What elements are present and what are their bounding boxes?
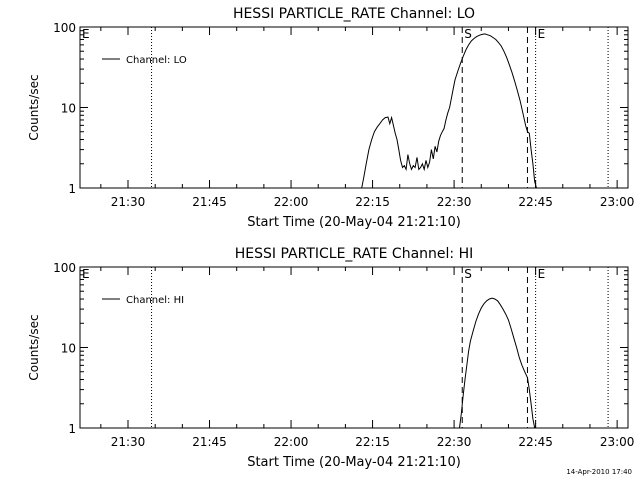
series-line [361, 33, 537, 189]
panel-lo-chart: HESSI PARTICLE_RATE Channel: LO Counts/se… [27, 6, 634, 230]
x-tick-label: 22:30 [437, 195, 472, 209]
y-tick-label: 100 [53, 261, 76, 275]
y-tick-label: 1 [68, 182, 76, 196]
marker-label: E [538, 27, 546, 41]
marker-label: S [464, 27, 472, 41]
y-tick-label: 10 [61, 342, 76, 356]
x-tick-label: 23:00 [600, 195, 635, 209]
x-axis-label: Start Time (20-May-04 21:21:10) [247, 215, 461, 230]
x-tick-label: 21:45 [192, 195, 227, 209]
chart-title: HESSI PARTICLE_RATE Channel: LO [233, 6, 475, 22]
x-tick-label: 22:30 [437, 435, 472, 449]
x-tick-label: 22:45 [518, 435, 553, 449]
x-tick-label: 21:30 [111, 195, 146, 209]
marker-label: E [82, 267, 90, 281]
x-tick-label: 21:30 [111, 435, 146, 449]
x-tick-label: 22:15 [355, 435, 390, 449]
marker-label: S [464, 267, 472, 281]
y-tick-label: 100 [53, 21, 76, 35]
y-axis-label: Counts/sec [27, 314, 41, 380]
chart-title: HESSI PARTICLE_RATE Channel: HI [235, 246, 473, 262]
x-tick-label: 22:45 [518, 195, 553, 209]
y-tick-label: 1 [68, 422, 76, 436]
marker-label: E [82, 27, 90, 41]
x-tick-label: 22:00 [274, 435, 309, 449]
plot-frame [79, 26, 629, 189]
legend-label: Channel: LO [126, 55, 187, 66]
panel-hi-chart: HESSI PARTICLE_RATE Channel: HI Counts/se… [27, 246, 634, 470]
footer-timestamp: 14-Apr-2010 17:40 [566, 468, 632, 476]
y-tick-label: 10 [61, 102, 76, 116]
series-line [459, 297, 536, 429]
legend-label: Channel: HI [126, 295, 184, 306]
marker-label: E [538, 267, 546, 281]
x-tick-label: 23:00 [600, 435, 635, 449]
x-tick-label: 22:00 [274, 195, 309, 209]
x-tick-label: 21:45 [192, 435, 227, 449]
x-axis-label: Start Time (20-May-04 21:21:10) [247, 455, 461, 470]
plot-frame [79, 266, 629, 429]
x-tick-label: 22:15 [355, 195, 390, 209]
y-axis-label: Counts/sec [27, 74, 41, 140]
